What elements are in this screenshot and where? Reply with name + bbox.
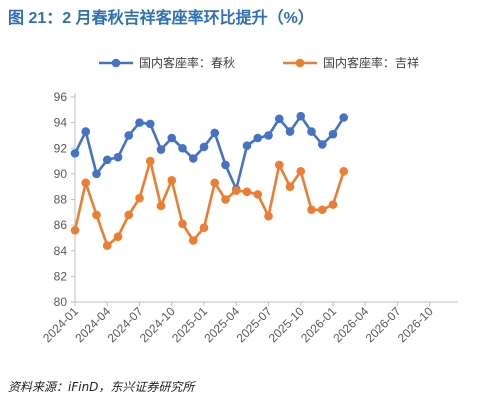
data-point: [317, 205, 327, 215]
data-point: [242, 141, 252, 150]
data-point: [264, 131, 273, 140]
data-point: [231, 186, 241, 195]
data-point: [317, 140, 327, 149]
y-tick-label: 84: [54, 244, 68, 258]
data-point: [81, 178, 91, 188]
data-point: [210, 128, 220, 138]
data-point: [178, 219, 187, 229]
data-point: [264, 211, 273, 221]
data-point: [167, 133, 177, 143]
legend-item-2: 国内客座率：吉祥: [283, 55, 419, 70]
series-2: [70, 156, 349, 250]
data-point: [274, 160, 284, 170]
data-point: [124, 131, 134, 140]
data-point: [92, 210, 101, 220]
axes: 8082848688909294962024-012024-042024-072…: [40, 90, 458, 345]
y-tick-label: 96: [54, 90, 68, 104]
data-point: [221, 195, 230, 204]
chart-title: 图 21：2 月春秋吉祥客座率环比提升（%）: [8, 10, 314, 27]
data-point: [102, 155, 112, 165]
data-point: [328, 129, 338, 139]
data-point: [339, 113, 349, 122]
data-point: [188, 154, 198, 163]
y-tick-label: 88: [54, 193, 68, 207]
data-point: [210, 178, 220, 188]
series-1: [70, 111, 349, 194]
data-point: [156, 145, 166, 154]
y-tick-label: 90: [54, 167, 68, 181]
data-point: [178, 143, 187, 153]
data-point: [70, 225, 80, 235]
data-point: [135, 193, 144, 203]
data-point: [92, 169, 101, 179]
x-tick-label: 2026-10: [395, 304, 436, 345]
data-point: [328, 200, 338, 209]
legend-swatch-marker: [111, 58, 121, 68]
legend-label: 国内客座率：吉祥: [323, 55, 419, 70]
data-point: [274, 114, 284, 124]
y-tick-label: 86: [54, 218, 68, 232]
y-tick-label: 92: [54, 141, 68, 155]
data-point: [113, 232, 123, 241]
legend-label: 国内客座率：春秋: [139, 55, 235, 70]
data-point: [113, 152, 123, 162]
data-point: [339, 167, 349, 176]
data-point: [285, 127, 295, 136]
data-point: [145, 119, 155, 129]
data-point: [81, 127, 91, 136]
y-tick-label: 80: [54, 295, 68, 309]
data-point: [135, 118, 144, 127]
data-point: [199, 142, 209, 152]
data-point: [124, 210, 134, 220]
legend-item-1: 国内客座率：春秋: [99, 55, 235, 70]
data-point: [199, 223, 209, 232]
y-tick-label: 94: [54, 116, 68, 130]
series-layer: [70, 111, 349, 250]
data-point: [253, 190, 263, 199]
data-point: [221, 160, 230, 170]
data-point: [307, 205, 316, 215]
data-point: [167, 175, 177, 185]
data-point: [285, 182, 295, 191]
data-point: [70, 149, 80, 158]
data-point: [156, 201, 166, 211]
legend-swatch-marker: [295, 58, 305, 68]
data-point: [145, 156, 155, 166]
legend: 国内客座率：春秋 国内客座率：吉祥: [99, 55, 419, 70]
data-point: [188, 236, 198, 245]
data-point: [307, 127, 316, 136]
data-point: [102, 241, 112, 250]
data-point: [242, 187, 252, 197]
data-point: [253, 133, 263, 143]
data-point: [296, 167, 306, 176]
y-tick-label: 82: [54, 269, 68, 283]
data-point: [296, 111, 306, 121]
source-note: 资料来源：iFinD，东兴证券研究所: [8, 380, 195, 394]
